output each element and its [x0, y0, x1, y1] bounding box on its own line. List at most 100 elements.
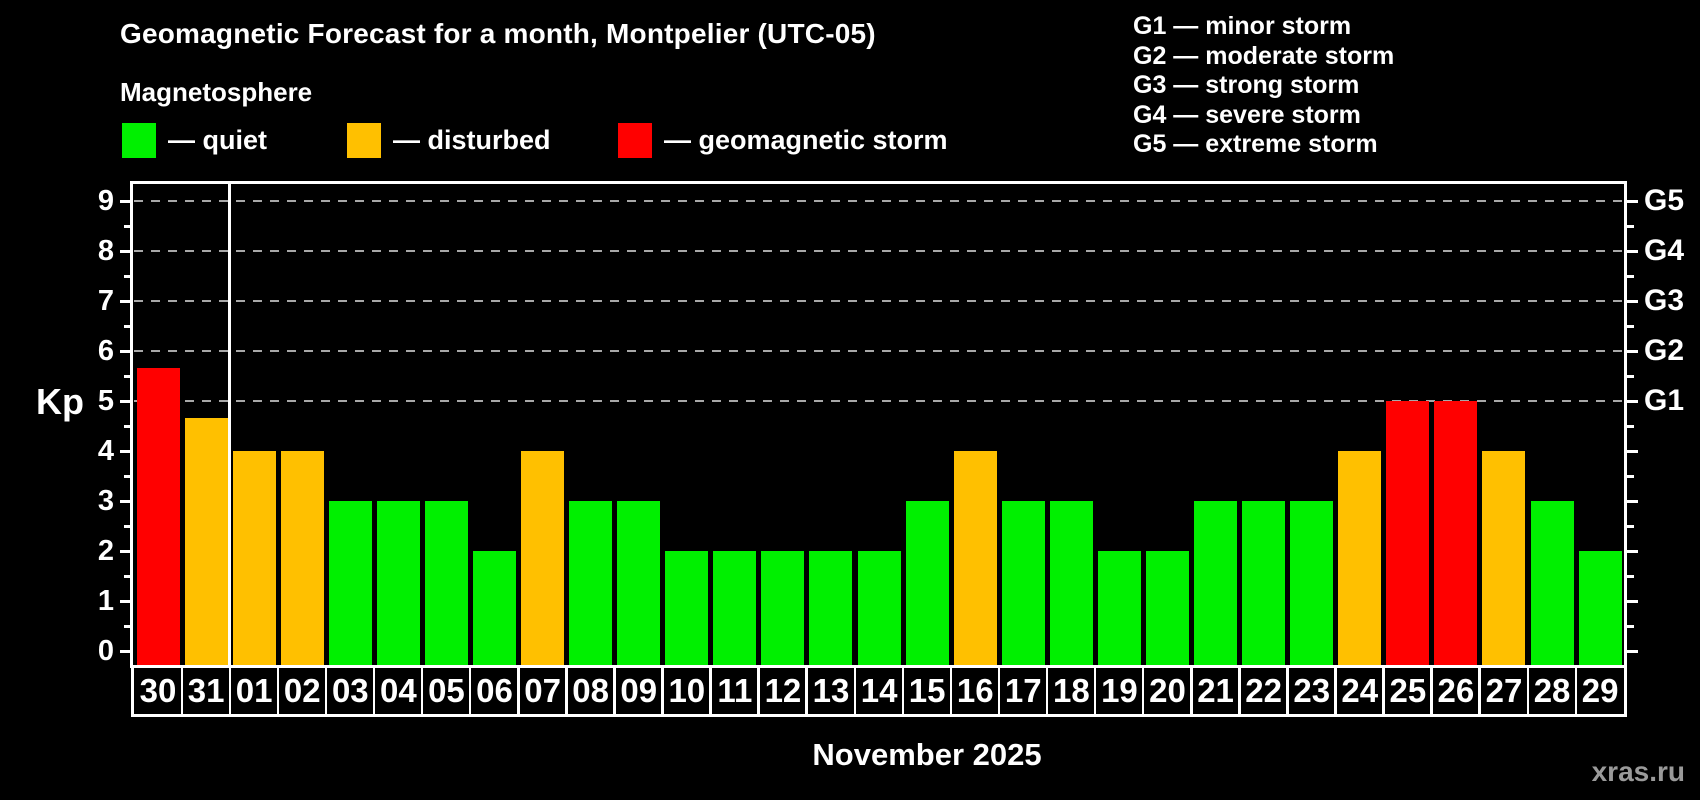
kp-bar-day-09 — [617, 501, 661, 666]
day-cell-separator — [324, 668, 328, 714]
gridline-kp8 — [134, 250, 1624, 252]
day-cell-separator — [180, 668, 184, 714]
kp-bar-day-04 — [376, 501, 420, 666]
watermark: xras.ru — [1591, 756, 1685, 787]
gridline-kp6 — [134, 350, 1624, 352]
day-label-27: 27 — [1485, 672, 1523, 709]
day-label-14: 14 — [860, 672, 898, 709]
kp-bar-day-17 — [1001, 501, 1045, 666]
kp-bar-day-18 — [1049, 501, 1093, 666]
day-label-21: 21 — [1197, 672, 1234, 709]
ytick-label-7: 7 — [97, 285, 114, 317]
right-axis-label-g2: G2 — [1644, 334, 1685, 367]
day-label-07: 07 — [524, 672, 561, 709]
kp-bar-day-02 — [280, 451, 324, 666]
right-minor-tick-5 — [1627, 374, 1634, 378]
kp-bar-day-16 — [953, 451, 997, 666]
kp-bar-day-05 — [424, 501, 468, 666]
right-minor-tick-6 — [1627, 324, 1634, 328]
right-major-tick-3 — [1627, 499, 1638, 503]
day-cell-separator — [1430, 668, 1433, 714]
day-cell-separator — [1093, 668, 1097, 714]
left-major-tick-6 — [120, 349, 131, 353]
legend-swatch-disturbed — [347, 122, 381, 158]
day-cell-separator — [1574, 668, 1578, 714]
day-label-25: 25 — [1389, 672, 1427, 709]
day-label-20: 20 — [1149, 672, 1186, 709]
day-cell-separator — [1045, 668, 1049, 714]
kp-bar-day-20 — [1145, 551, 1189, 666]
right-major-tick-6 — [1627, 349, 1638, 353]
kp-bar-day-30 — [136, 367, 180, 666]
right-major-tick-8 — [1627, 249, 1638, 253]
ytick-label-8: 8 — [97, 235, 114, 267]
left-minor-tick-3 — [124, 474, 131, 478]
right-minor-tick-0 — [1627, 624, 1634, 628]
day-label-04: 04 — [380, 672, 417, 709]
day-label-26: 26 — [1437, 672, 1475, 709]
kp-bar-day-24 — [1338, 451, 1382, 666]
ytick-label-4: 4 — [97, 435, 114, 467]
day-cell-separator — [997, 668, 1001, 714]
right-major-tick-5 — [1627, 399, 1638, 403]
right-axis-label-g1: G1 — [1644, 384, 1685, 417]
right-major-tick-1 — [1627, 599, 1638, 603]
day-cell-separator — [1526, 668, 1530, 714]
day-cell-separator — [420, 668, 424, 714]
storm-scale-legend: G1 — minor storm G2 — moderate storm G3 — … — [1133, 12, 1394, 160]
kp-bar-day-26 — [1434, 401, 1478, 666]
day-label-22: 22 — [1245, 672, 1282, 709]
right-axis-label-g5: G5 — [1644, 184, 1685, 217]
day-label-03: 03 — [331, 672, 369, 709]
left-minor-tick-6 — [124, 324, 131, 328]
right-minor-tick-1 — [1627, 574, 1634, 578]
day-label-09: 09 — [620, 672, 658, 709]
right-major-tick-9 — [1627, 199, 1638, 203]
x-axis-day-labels: 30 31 01 02 03 04 05 06 07 08 09 10 11 12 13 14 15 16 17 18… — [131, 665, 1627, 717]
storm-scale-line-g1: G1 — minor storm — [1133, 12, 1352, 40]
left-minor-tick-2 — [124, 524, 131, 528]
day-label-02: 02 — [283, 672, 321, 709]
y-axis-label: Kp — [36, 381, 84, 422]
day-label-24: 24 — [1341, 672, 1379, 709]
left-major-tick-2 — [120, 549, 131, 553]
day-cell-separator — [1334, 668, 1337, 714]
day-label-10: 10 — [668, 672, 706, 709]
legend-swatch-storm — [618, 122, 652, 158]
day-cell-separator — [1190, 668, 1193, 714]
right-minor-tick-7 — [1627, 274, 1634, 278]
day-cell-separator — [1478, 668, 1481, 714]
day-cell-separator — [901, 668, 905, 714]
legend-item-quiet: — quiet — [122, 122, 267, 158]
legend-item-disturbed: — disturbed — [347, 122, 551, 158]
right-major-tick-0 — [1627, 649, 1638, 653]
day-cell-separator — [276, 668, 280, 714]
chart-title: Geomagnetic Forecast for a month, Montpe… — [120, 18, 876, 49]
day-label-11: 11 — [717, 672, 753, 709]
ytick-label-9: 9 — [97, 185, 114, 217]
left-minor-tick-8 — [124, 224, 131, 228]
day-cell-separator — [853, 668, 857, 714]
right-major-tick-4 — [1627, 449, 1638, 453]
storm-scale-line-g4: G4 — severe storm — [1133, 100, 1361, 129]
day-cell-separator — [661, 668, 664, 714]
day-label-01: 01 — [235, 672, 273, 709]
day-label-29: 29 — [1581, 672, 1619, 709]
kp-bar-day-29 — [1578, 551, 1622, 666]
day-cell-separator — [613, 668, 616, 714]
chart-subtitle: Magnetosphere — [120, 77, 313, 107]
day-cell-separator — [565, 668, 568, 714]
day-cell-separator — [1238, 668, 1241, 714]
kp-bar-day-07 — [521, 451, 565, 666]
legend-label-quiet: — quiet — [168, 124, 267, 155]
kp-bar-day-19 — [1097, 551, 1141, 666]
day-cell-separator — [468, 668, 472, 714]
legend-swatch-quiet — [122, 122, 156, 158]
day-label-08: 08 — [572, 672, 610, 709]
day-cell-separator — [805, 668, 808, 714]
storm-scale-line-g2: G2 — moderate storm — [1133, 41, 1395, 70]
left-major-tick-8 — [120, 249, 131, 253]
right-minor-tick-4 — [1627, 424, 1634, 428]
day-label-18: 18 — [1053, 672, 1090, 709]
